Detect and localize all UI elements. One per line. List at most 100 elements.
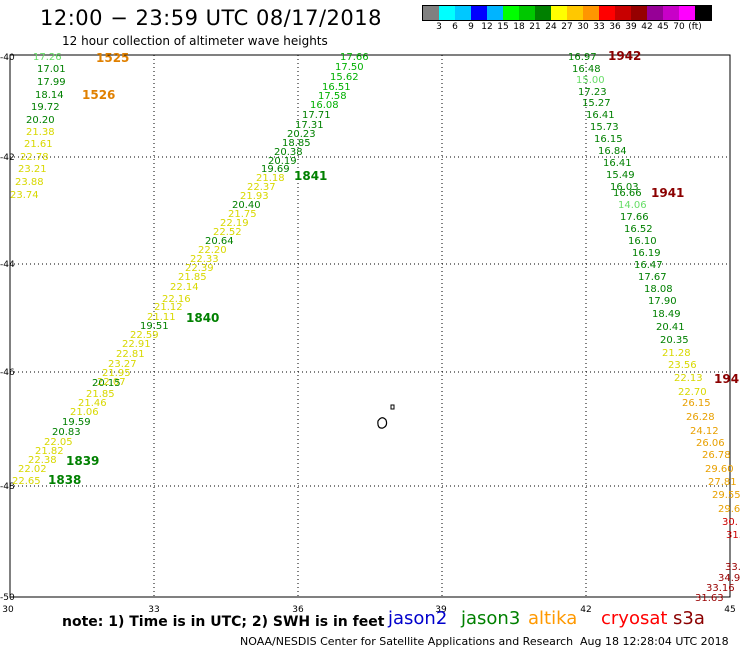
wave-height-value: 21.85: [86, 389, 115, 400]
wave-height-value: 21.12: [154, 302, 183, 313]
wave-height-value: 19.69: [261, 164, 290, 175]
legend-color-cell: [615, 6, 631, 20]
x-tick-label: 30: [2, 605, 14, 615]
wave-height-value: 16.51: [322, 82, 351, 93]
wave-height-value: 22.91: [122, 339, 151, 350]
legend-color-cell: [695, 6, 711, 20]
map-subtitle: 12 hour collection of altimeter wave hei…: [62, 34, 328, 48]
pass-label-1526: 1526: [82, 88, 115, 102]
wave-height-value: 21.18: [256, 173, 285, 184]
legend-color-cell: [519, 6, 535, 20]
wave-height-value: 16.15: [594, 134, 623, 145]
wave-height-value: 21.75: [228, 209, 257, 220]
wave-height-value: 15.00: [576, 75, 605, 86]
legend-tick-label: 9: [468, 22, 474, 32]
wave-height-value: 19.59: [62, 417, 91, 428]
legend-color-cell: [679, 6, 695, 20]
x-tick-label: 33: [148, 605, 159, 615]
wave-height-value: 22.81: [116, 349, 145, 360]
wave-height-value: 21.06: [70, 407, 99, 418]
legend-tick-label: 27: [561, 22, 573, 32]
wave-height-value: 29.55: [712, 490, 740, 501]
wave-height-value: 17.31: [295, 120, 324, 131]
legend-tick-label: 42: [641, 22, 653, 32]
legend-tick-label: 33: [593, 22, 605, 32]
wave-height-value: 31.: [726, 530, 740, 541]
wave-height-value: 31.63: [695, 593, 724, 604]
wave-height-value: 21.28: [662, 348, 691, 359]
wave-height-value: 19.51: [140, 321, 169, 332]
wave-height-value: 15.73: [590, 122, 619, 133]
legend-color-cell: [439, 6, 455, 20]
wave-height-value: 33.16: [706, 583, 735, 594]
y-tick-label: -40: [0, 53, 15, 63]
y-tick-label: -48: [0, 482, 15, 492]
wave-height-value: 17.67: [638, 272, 667, 283]
wave-height-value: 23.74: [10, 190, 39, 201]
wave-height-value: 33.: [725, 562, 740, 573]
wave-height-value: 21.82: [35, 446, 64, 457]
wave-height-value: 18.14: [35, 90, 64, 101]
legend-color-cell: [471, 6, 487, 20]
y-tick-label: -46: [0, 368, 15, 378]
wave-height-value: 30.: [722, 517, 738, 528]
wave-height-value: 16.48: [572, 64, 601, 75]
note-text: note: 1) Time is in UTC; 2) SWH is in fe…: [62, 614, 385, 630]
wave-height-value: 22.33: [190, 254, 219, 265]
wave-height-value: 22.16: [162, 294, 191, 305]
legend-tick-label: 36: [609, 22, 621, 32]
pass-label-1839: 1839: [66, 454, 99, 468]
wave-height-value: 20.23: [287, 129, 316, 140]
pass-label-1838: 1838: [48, 473, 81, 487]
wave-height-value: 20.15: [92, 378, 121, 389]
wave-height-value: 16.52: [624, 224, 653, 235]
wave-height-value: 26.78: [702, 450, 731, 461]
legend-color-cell: [487, 6, 503, 20]
wave-height-value: 16.41: [586, 110, 615, 121]
plot-frame: [9, 54, 731, 598]
wave-height-value: 22.37: [247, 182, 276, 193]
x-tick-label: 36: [292, 605, 304, 615]
color-scale-legend: [422, 5, 712, 21]
y-tick-label: -44: [0, 260, 15, 270]
footer-credit: NOAA/NESDIS Center for Satellite Applica…: [240, 635, 574, 648]
satellite-jason2: jason2: [388, 608, 448, 629]
wave-height-value: 20.19: [268, 156, 297, 167]
wave-height-value: 23.88: [15, 177, 44, 188]
legend-color-cell: [583, 6, 599, 20]
wave-height-value: 26.28: [686, 412, 715, 423]
x-tick-label: 39: [435, 605, 447, 615]
wave-height-value: 15.49: [606, 170, 635, 181]
pass-label-1525: 1525: [96, 51, 129, 65]
legend-color-cell: [663, 6, 679, 20]
wave-height-value: 21.95: [102, 368, 131, 379]
wave-height-value: 17.26: [33, 52, 62, 63]
legend-tick-label: 30: [577, 22, 589, 32]
wave-height-value: 15.62: [330, 72, 359, 83]
legend-tick-label: 6: [452, 22, 458, 32]
footer-timestamp: Aug 18 12:28:04 UTC 2018: [580, 635, 729, 648]
wave-height-value: 22.38: [28, 455, 57, 466]
wave-height-value: 17.71: [302, 110, 331, 121]
wave-height-value: 17.99: [37, 77, 66, 88]
legend-tick-label: 24: [545, 22, 557, 32]
legend-tick-label: 39: [625, 22, 637, 32]
map-title: 12:00 − 23:59 UTC 08/17/2018: [40, 6, 383, 30]
wave-height-value: 17.90: [648, 296, 677, 307]
y-tick-label: -42: [0, 153, 15, 163]
wave-height-value: 22.78: [20, 152, 49, 163]
pass-label-1840: 1840: [186, 311, 219, 325]
pass-label-1942: 1942: [608, 49, 641, 63]
wave-height-value: 22.19: [220, 218, 249, 229]
legend-color-cell: [503, 6, 519, 20]
legend-tick-label: 45: [657, 22, 669, 32]
wave-height-value: 17.50: [335, 62, 364, 73]
wave-height-value: 17.58: [318, 91, 347, 102]
wave-height-value: 15.27: [582, 98, 611, 109]
satellite-altika: altika: [528, 608, 578, 629]
wave-height-value: 22.39: [185, 263, 214, 274]
wave-height-value: 24.12: [690, 426, 719, 437]
wave-height-value: 20.41: [656, 322, 685, 333]
satellite-s3a: s3a: [673, 608, 705, 629]
